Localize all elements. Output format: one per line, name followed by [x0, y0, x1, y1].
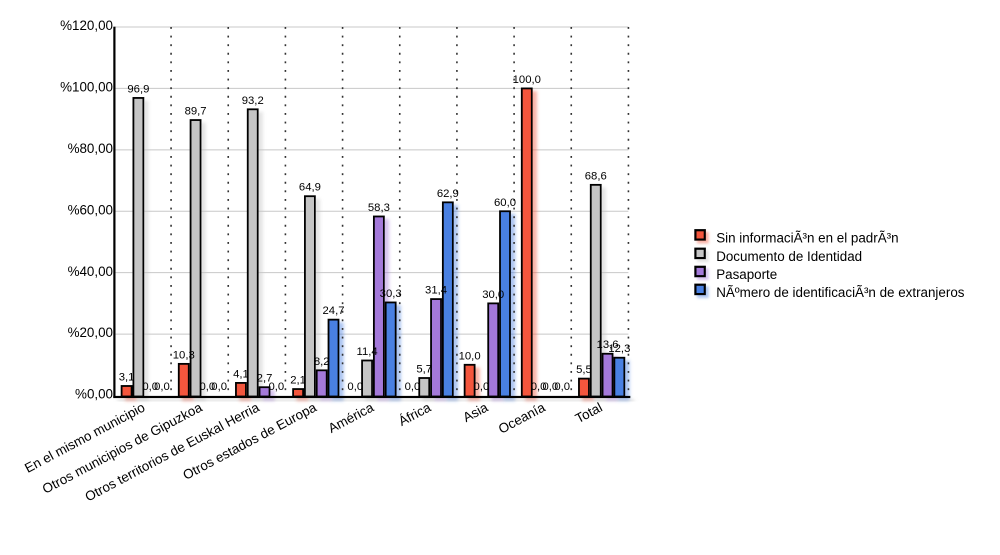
svg-text:96,9: 96,9	[127, 83, 149, 95]
svg-text:11,4: 11,4	[357, 346, 378, 358]
svg-text:0,0: 0,0	[268, 381, 284, 393]
svg-text:%20,00: %20,00	[68, 325, 113, 340]
svg-text:0,0: 0,0	[554, 381, 570, 393]
svg-text:Documento de Identidad: Documento de Identidad	[716, 249, 862, 264]
svg-text:10,3: 10,3	[173, 349, 195, 361]
svg-text:%0,00: %0,00	[75, 387, 113, 402]
svg-text:24,7: 24,7	[323, 305, 345, 317]
svg-text:62,9: 62,9	[437, 188, 459, 200]
svg-text:89,7: 89,7	[185, 106, 207, 118]
svg-text:3,1: 3,1	[119, 371, 135, 383]
svg-text:0,0: 0,0	[211, 381, 227, 393]
svg-text:0,0: 0,0	[347, 381, 363, 393]
svg-text:13,6: 13,6	[597, 339, 619, 351]
svg-text:0,0: 0,0	[142, 381, 158, 393]
svg-text:93,2: 93,2	[242, 95, 264, 107]
svg-text:64,9: 64,9	[299, 182, 321, 194]
svg-text:NÃºmero de identificaciÃ³n de: NÃºmero de identificaciÃ³n de extranjero…	[716, 285, 965, 300]
svg-text:68,6: 68,6	[585, 170, 607, 182]
svg-text:8,2: 8,2	[314, 356, 330, 368]
svg-text:%100,00: %100,00	[60, 80, 113, 95]
svg-text:60,0: 60,0	[494, 197, 516, 209]
svg-text:0,0: 0,0	[474, 381, 490, 393]
svg-text:Sin informaciÃ³n en el padrÃ³n: Sin informaciÃ³n en el padrÃ³n	[716, 231, 898, 246]
svg-text:12,3: 12,3	[608, 343, 630, 355]
svg-text:%80,00: %80,00	[68, 141, 113, 156]
svg-text:0,0: 0,0	[200, 381, 216, 393]
svg-text:30,0: 30,0	[482, 289, 504, 301]
svg-text:2,7: 2,7	[257, 373, 273, 385]
svg-text:0,0: 0,0	[154, 381, 170, 393]
svg-text:5,7: 5,7	[416, 364, 432, 376]
svg-text:100,0: 100,0	[513, 74, 541, 86]
svg-text:0,0: 0,0	[405, 381, 421, 393]
svg-text:%60,00: %60,00	[68, 202, 113, 217]
svg-text:4,1: 4,1	[233, 368, 249, 380]
svg-text:%40,00: %40,00	[68, 264, 113, 279]
svg-text:58,3: 58,3	[368, 202, 390, 214]
svg-text:0,0: 0,0	[543, 381, 559, 393]
svg-text:%120,00: %120,00	[60, 18, 113, 33]
svg-text:31,4: 31,4	[425, 285, 447, 297]
svg-text:5,5: 5,5	[576, 364, 592, 376]
svg-text:Pasaporte: Pasaporte	[716, 267, 777, 282]
svg-text:2,1: 2,1	[290, 375, 306, 387]
svg-text:0,0: 0,0	[531, 381, 547, 393]
svg-text:30,3: 30,3	[380, 288, 402, 300]
svg-text:10,0: 10,0	[459, 350, 481, 362]
